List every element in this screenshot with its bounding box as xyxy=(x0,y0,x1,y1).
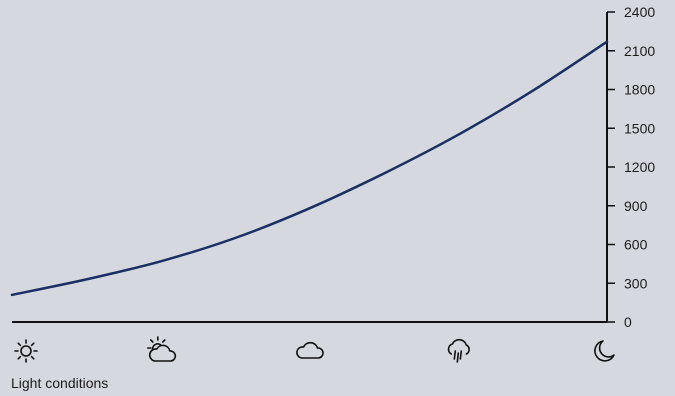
y-tick-label: 300 xyxy=(624,275,648,291)
y-tick-label: 600 xyxy=(624,237,648,253)
cloud-icon xyxy=(296,341,324,359)
series-line xyxy=(10,40,609,297)
series-lines xyxy=(10,40,609,297)
partly-cloudy-icon xyxy=(147,336,177,362)
sun-icon xyxy=(14,339,38,363)
y-tick-label: 1200 xyxy=(624,159,655,175)
y-tick-label: 2400 xyxy=(624,4,655,20)
y-tick-label: 0 xyxy=(624,314,632,330)
y-tick-label: 2100 xyxy=(624,43,655,59)
y-tick-label: 900 xyxy=(624,198,648,214)
moon-icon xyxy=(594,340,615,362)
rain-icon xyxy=(447,338,470,363)
y-tick-label: 1500 xyxy=(624,120,655,136)
x-axis-icons xyxy=(14,336,615,363)
x-axis-title: Light conditions xyxy=(11,375,109,391)
y-tick-label: 1800 xyxy=(624,82,655,98)
y-axis-ticks: 0 300 600 900 1200 1500 1800 2100 2400 xyxy=(607,4,655,330)
